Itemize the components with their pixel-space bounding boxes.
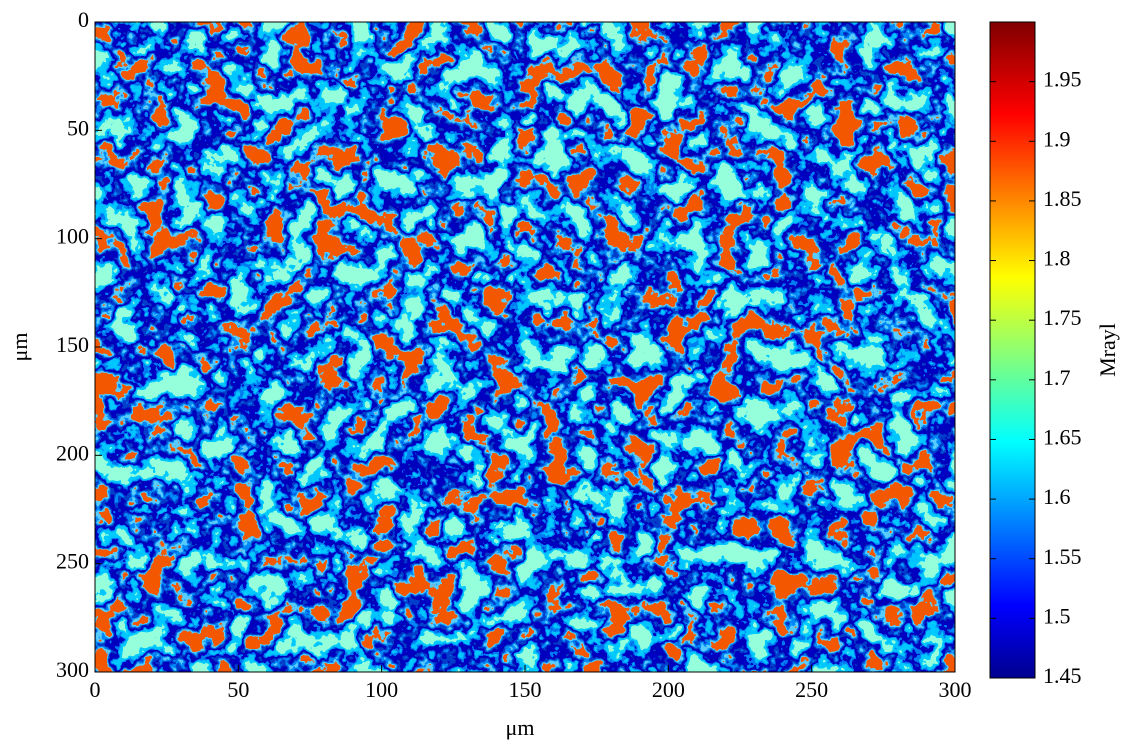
y-tick-label: 150 [56, 332, 89, 357]
colorbar-tick-label: 1.9 [1043, 126, 1071, 151]
y-tick-label: 250 [56, 549, 89, 574]
colorbar-tick-label: 1.45 [1043, 663, 1082, 688]
colorbar-tick-label: 1.6 [1043, 484, 1071, 509]
y-tick-label: 0 [78, 7, 89, 32]
colorbar-tick-label: 1.75 [1043, 305, 1082, 330]
x-tick-label: 200 [652, 677, 685, 702]
y-tick-label: 100 [56, 224, 89, 249]
y-tick-label: 300 [56, 657, 89, 682]
colorbar-tick-label: 1.55 [1043, 544, 1082, 569]
colorbar [989, 21, 1036, 679]
colorbar-label: Mrayl [1095, 323, 1120, 377]
x-tick-label: 100 [365, 677, 398, 702]
colorbar-tick-label: 1.65 [1043, 425, 1082, 450]
y-tick-label: 200 [56, 440, 89, 465]
colorbar-tick-label: 1.7 [1043, 365, 1071, 390]
colorbar-tick-label: 1.8 [1043, 246, 1071, 271]
y-axis-label: μm [7, 333, 32, 362]
x-tick-label: 300 [939, 677, 972, 702]
impedance-map [95, 22, 955, 672]
x-axis-label: μm [506, 715, 535, 740]
colorbar-tick-label: 1.85 [1043, 186, 1082, 211]
x-tick-label: 150 [509, 677, 542, 702]
colorbar-tick-label: 1.95 [1043, 67, 1082, 92]
colorbar-tick-label: 1.5 [1043, 603, 1071, 628]
x-tick-label: 0 [90, 677, 101, 702]
y-tick-label: 50 [67, 115, 89, 140]
x-tick-label: 250 [795, 677, 828, 702]
x-tick-label: 50 [227, 677, 249, 702]
